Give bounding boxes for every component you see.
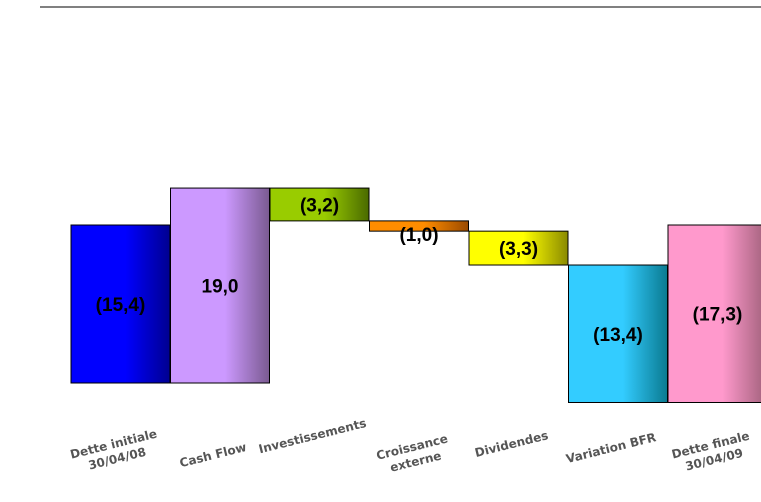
data-label-2: (3,2) <box>300 195 339 216</box>
bar-1 <box>170 187 270 384</box>
category-label-6: Dette finale30/04/09 <box>670 429 754 476</box>
category-label-2: Investissements <box>257 416 368 456</box>
data-label-3: (1,0) <box>399 225 438 246</box>
data-label-4: (3,3) <box>499 239 538 260</box>
category-label-3: Croissanceexterne <box>375 431 453 477</box>
data-label-6: (17,3) <box>693 305 743 326</box>
bar-5 <box>568 264 668 403</box>
bar-4 <box>468 230 569 266</box>
category-label-1: Cash Flow <box>178 440 248 470</box>
category-label-5: Variation BFR <box>565 430 658 466</box>
bar-3 <box>369 220 469 232</box>
bar-2 <box>269 187 370 222</box>
data-label-1: 19,0 <box>202 277 239 298</box>
category-label-4: Dividendes <box>473 428 549 460</box>
bar-6 <box>667 224 761 403</box>
data-label-5: (13,4) <box>593 325 643 346</box>
data-label-0: (15,4) <box>96 295 146 316</box>
bar-0 <box>70 224 171 384</box>
category-label-0: Dette initiale30/04/08 <box>69 427 162 477</box>
